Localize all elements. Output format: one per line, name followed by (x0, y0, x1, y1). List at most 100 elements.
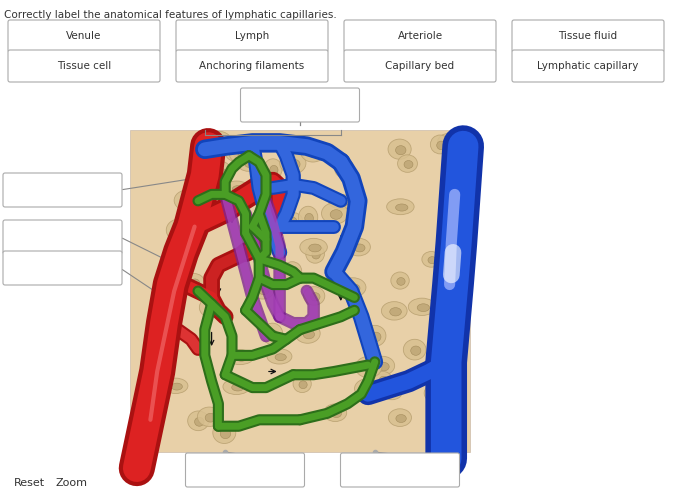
Ellipse shape (329, 194, 355, 209)
Ellipse shape (411, 346, 421, 355)
Text: Lymph: Lymph (235, 31, 269, 41)
Ellipse shape (430, 135, 450, 154)
Ellipse shape (435, 288, 456, 309)
Ellipse shape (335, 159, 354, 178)
Ellipse shape (215, 168, 226, 178)
Ellipse shape (370, 356, 395, 375)
Ellipse shape (288, 160, 300, 169)
Ellipse shape (220, 429, 230, 438)
Ellipse shape (430, 390, 440, 398)
Ellipse shape (174, 190, 202, 211)
Text: Venule: Venule (66, 31, 102, 41)
Ellipse shape (299, 381, 307, 389)
Ellipse shape (395, 204, 408, 211)
Ellipse shape (300, 238, 328, 256)
FancyBboxPatch shape (3, 251, 122, 285)
Ellipse shape (283, 262, 302, 280)
Ellipse shape (293, 375, 312, 393)
Ellipse shape (417, 304, 430, 312)
Ellipse shape (304, 214, 314, 223)
Text: Correctly label the anatomical features of lymphatic capillaries.: Correctly label the anatomical features … (4, 10, 337, 20)
Ellipse shape (437, 141, 445, 150)
Ellipse shape (363, 385, 375, 394)
Text: Capillary bed: Capillary bed (386, 61, 454, 71)
Ellipse shape (285, 217, 297, 224)
Ellipse shape (341, 165, 350, 174)
Ellipse shape (163, 378, 188, 393)
Ellipse shape (395, 146, 406, 155)
Ellipse shape (323, 404, 346, 421)
Text: Tissue cell: Tissue cell (57, 61, 111, 71)
Text: Anchoring filaments: Anchoring filaments (199, 61, 304, 71)
Ellipse shape (382, 385, 402, 400)
Ellipse shape (190, 279, 199, 287)
Text: Reset: Reset (14, 478, 45, 488)
FancyBboxPatch shape (8, 20, 160, 52)
Ellipse shape (354, 379, 380, 399)
Ellipse shape (446, 139, 457, 146)
FancyBboxPatch shape (3, 220, 122, 254)
Ellipse shape (438, 133, 463, 150)
Ellipse shape (442, 164, 461, 181)
Ellipse shape (403, 339, 426, 360)
Ellipse shape (238, 151, 250, 159)
Ellipse shape (213, 422, 236, 443)
Ellipse shape (237, 155, 260, 171)
Ellipse shape (188, 201, 197, 208)
Ellipse shape (193, 207, 202, 215)
Ellipse shape (348, 284, 360, 293)
FancyBboxPatch shape (340, 453, 459, 487)
Ellipse shape (442, 295, 451, 304)
Ellipse shape (389, 390, 398, 396)
Ellipse shape (346, 238, 370, 256)
Ellipse shape (197, 407, 221, 427)
Ellipse shape (321, 203, 348, 224)
Ellipse shape (428, 257, 436, 264)
Ellipse shape (389, 409, 412, 427)
Ellipse shape (232, 384, 244, 391)
Ellipse shape (364, 363, 376, 373)
Ellipse shape (379, 376, 388, 383)
Ellipse shape (386, 199, 414, 215)
Ellipse shape (306, 245, 324, 263)
FancyBboxPatch shape (186, 453, 304, 487)
Ellipse shape (275, 354, 286, 360)
Ellipse shape (396, 414, 406, 422)
Ellipse shape (260, 178, 288, 195)
Ellipse shape (183, 273, 204, 290)
Ellipse shape (270, 184, 281, 191)
Ellipse shape (172, 383, 183, 390)
Ellipse shape (448, 169, 457, 177)
Ellipse shape (258, 286, 269, 295)
Ellipse shape (424, 384, 444, 402)
Ellipse shape (277, 212, 302, 227)
Ellipse shape (310, 293, 320, 301)
Ellipse shape (187, 202, 206, 218)
Ellipse shape (391, 272, 409, 289)
Ellipse shape (436, 345, 456, 362)
FancyBboxPatch shape (344, 20, 496, 52)
Ellipse shape (280, 152, 306, 174)
FancyBboxPatch shape (512, 20, 664, 52)
Text: Arteriole: Arteriole (398, 31, 442, 41)
Ellipse shape (364, 326, 386, 346)
Ellipse shape (398, 155, 417, 172)
Ellipse shape (382, 301, 407, 320)
Ellipse shape (408, 298, 435, 315)
Ellipse shape (309, 149, 320, 158)
FancyBboxPatch shape (8, 50, 160, 82)
Ellipse shape (214, 138, 226, 147)
Ellipse shape (225, 146, 251, 162)
Ellipse shape (309, 244, 321, 252)
Ellipse shape (388, 139, 411, 159)
Ellipse shape (354, 244, 365, 252)
Text: Zoom: Zoom (55, 478, 87, 488)
FancyBboxPatch shape (176, 20, 328, 52)
Ellipse shape (206, 161, 232, 182)
Ellipse shape (226, 350, 253, 365)
Ellipse shape (301, 142, 325, 162)
Text: Tissue fluid: Tissue fluid (559, 31, 617, 41)
Bar (130, 130, 470, 452)
FancyBboxPatch shape (176, 50, 328, 82)
Ellipse shape (181, 196, 201, 211)
